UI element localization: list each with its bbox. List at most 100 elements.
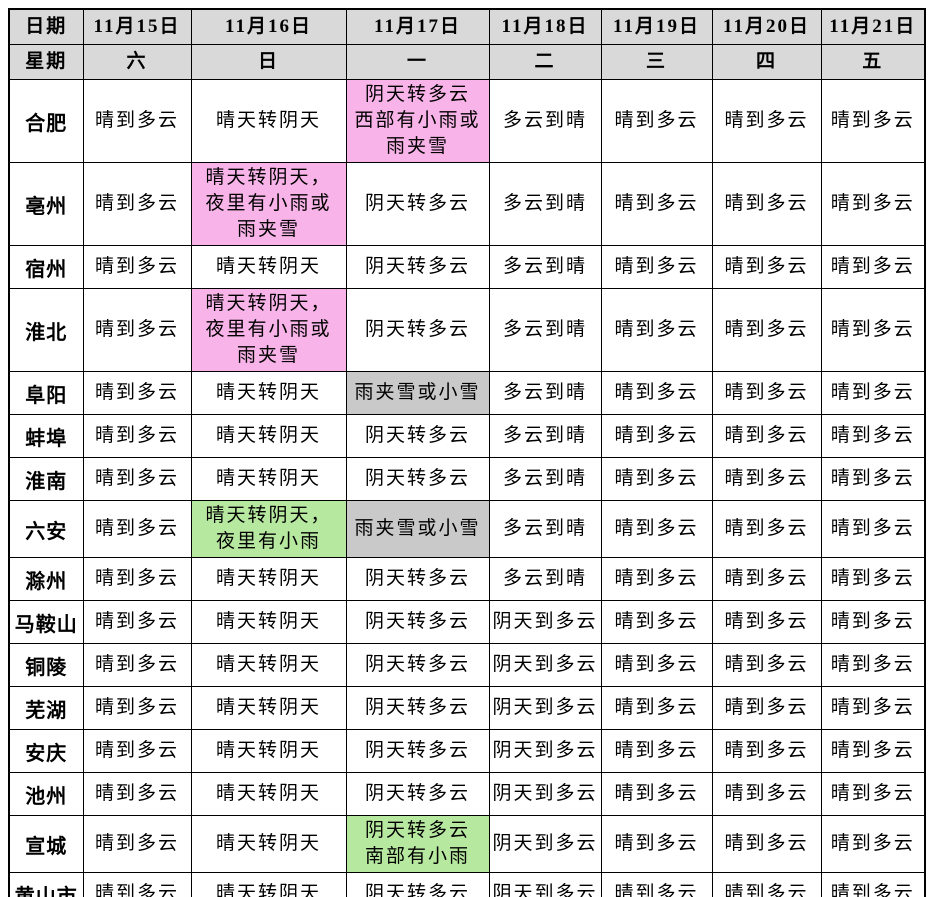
forecast-cell: 阴天转多云 [345, 414, 490, 458]
city-name-cell: 蚌埠 [8, 414, 84, 458]
forecast-cell: 晴到多云 [820, 643, 926, 687]
city-name-cell: 淮北 [8, 288, 84, 372]
forecast-cell: 晴到多云 [82, 288, 192, 372]
date-header-cell: 11月15日 [82, 8, 192, 45]
forecast-cell: 晴到多云 [600, 815, 713, 873]
forecast-cell: 阴天到多云 [488, 643, 602, 687]
forecast-cell: 阴天到多云 [488, 729, 602, 773]
forecast-cell: 晴到多云 [711, 872, 822, 897]
forecast-cell: 晴到多云 [82, 371, 192, 415]
forecast-cell: 晴到多云 [820, 686, 926, 730]
forecast-cell: 晴到多云 [711, 162, 822, 246]
forecast-cell: 晴天转阴天 [190, 79, 347, 163]
forecast-cell: 晴到多云 [600, 772, 713, 816]
forecast-cell: 阴天转多云 [345, 557, 490, 601]
forecast-cell: 晴到多云 [600, 600, 713, 644]
forecast-cell: 阴天转多云 [345, 457, 490, 501]
forecast-cell: 晴到多云 [711, 815, 822, 873]
forecast-cell: 晴到多云 [820, 457, 926, 501]
date-header-cell: 11月19日 [600, 8, 713, 45]
city-name-cell: 黄山市 [8, 872, 84, 897]
forecast-cell: 晴到多云 [711, 457, 822, 501]
weather-row: 亳州 晴到多云 晴天转阴天， 夜里有小雨或 雨夹雪 阴天转多云 多云到晴 晴到多云 晴到多云… [8, 162, 926, 246]
weather-forecast-table: 日期 11月15日 11月16日 11月17日 11月18日 11月19日 11月20日 1… [8, 8, 926, 897]
city-name-cell: 铜陵 [8, 643, 84, 687]
weather-row: 马鞍山 晴到多云 晴天转阴天 阴天转多云 阴天到多云 晴到多云 晴到多云 晴到多云 [8, 600, 926, 644]
date-header-cell: 11月18日 [488, 8, 602, 45]
forecast-cell: 晴到多云 [82, 79, 192, 163]
forecast-cell: 阴天转多云 [345, 245, 490, 289]
forecast-cell: 晴到多云 [711, 600, 822, 644]
forecast-cell: 晴天转阴天 [190, 457, 347, 501]
forecast-cell: 阴天转多云 [345, 729, 490, 773]
forecast-cell: 多云到晴 [488, 288, 602, 372]
city-name-cell: 合肥 [8, 79, 84, 163]
forecast-cell: 晴到多云 [600, 686, 713, 730]
forecast-cell: 阴天转多云 [345, 872, 490, 897]
weekday-header-cell: 五 [820, 44, 926, 80]
date-header-cell: 11月16日 [190, 8, 347, 45]
forecast-cell: 晴到多云 [711, 729, 822, 773]
weekday-header-cell: 一 [345, 44, 490, 80]
forecast-cell: 晴到多云 [82, 772, 192, 816]
forecast-cell: 晴天转阴天 [190, 643, 347, 687]
weekday-header-row: 星期 六日一二三四五 [8, 44, 926, 80]
forecast-cell: 晴到多云 [820, 815, 926, 873]
city-name-cell: 淮南 [8, 457, 84, 501]
weather-row: 滁州 晴到多云 晴天转阴天 阴天转多云 多云到晴 晴到多云 晴到多云 晴到多云 [8, 557, 926, 601]
forecast-cell: 晴到多云 [600, 872, 713, 897]
weather-row: 淮南 晴到多云 晴天转阴天 阴天转多云 多云到晴 晴到多云 晴到多云 晴到多云 [8, 457, 926, 501]
date-header-cell: 11月21日 [820, 8, 926, 45]
forecast-cell: 晴天转阴天 [190, 600, 347, 644]
forecast-cell: 晴到多云 [820, 600, 926, 644]
forecast-cell: 晴到多云 [82, 729, 192, 773]
city-name-cell: 阜阳 [8, 371, 84, 415]
weather-row: 蚌埠 晴到多云 晴天转阴天 阴天转多云 多云到晴 晴到多云 晴到多云 晴到多云 [8, 414, 926, 458]
city-name-cell: 安庆 [8, 729, 84, 773]
date-header-label: 日期 [8, 8, 84, 45]
forecast-cell: 晴到多云 [711, 288, 822, 372]
forecast-cell: 多云到晴 [488, 557, 602, 601]
forecast-cell: 晴天转阴天 [190, 245, 347, 289]
weather-row: 淮北 晴到多云 晴天转阴天， 夜里有小雨或 雨夹雪 阴天转多云 多云到晴 晴到多云 晴到多云… [8, 288, 926, 372]
forecast-cell: 晴到多云 [820, 288, 926, 372]
forecast-cell: 晴天转阴天， 夜里有小雨或 雨夹雪 [190, 288, 347, 372]
forecast-cell: 晴天转阴天 [190, 557, 347, 601]
city-name-cell: 池州 [8, 772, 84, 816]
forecast-cell: 晴到多云 [820, 162, 926, 246]
city-name-cell: 宣城 [8, 815, 84, 873]
forecast-cell: 晴到多云 [820, 79, 926, 163]
forecast-cell: 阴天转多云 [345, 288, 490, 372]
forecast-cell: 晴到多云 [820, 772, 926, 816]
forecast-cell: 晴到多云 [82, 643, 192, 687]
forecast-cell: 阴天转多云 [345, 686, 490, 730]
weather-row: 池州 晴到多云 晴天转阴天 阴天转多云 阴天到多云 晴到多云 晴到多云 晴到多云 [8, 772, 926, 816]
weather-row: 宣城 晴到多云 晴天转阴天 阴天转多云 南部有小雨 阴天到多云 晴到多云 晴到多云 晴到多云 [8, 815, 926, 873]
weather-row: 安庆 晴到多云 晴天转阴天 阴天转多云 阴天到多云 晴到多云 晴到多云 晴到多云 [8, 729, 926, 773]
forecast-cell: 晴到多云 [600, 245, 713, 289]
forecast-cell: 晴到多云 [711, 557, 822, 601]
table-body: 合肥 晴到多云 晴天转阴天 阴天转多云 西部有小雨或 雨夹雪 多云到晴 晴到多云 晴到多云晴… [8, 79, 926, 897]
forecast-cell: 晴到多云 [82, 414, 192, 458]
forecast-cell: 阴天转多云 [345, 643, 490, 687]
forecast-cell: 阴天到多云 [488, 815, 602, 873]
weekday-header-cell: 四 [711, 44, 822, 80]
weekday-header-cell: 二 [488, 44, 602, 80]
forecast-cell: 晴天转阴天 [190, 371, 347, 415]
forecast-cell: 阴天到多云 [488, 686, 602, 730]
forecast-cell: 晴到多云 [82, 457, 192, 501]
table-header: 日期 11月15日 11月16日 11月17日 11月18日 11月19日 11月20日 1… [8, 8, 926, 80]
weekday-header-label: 星期 [8, 44, 84, 80]
date-header-cell: 11月17日 [345, 8, 490, 45]
forecast-cell: 多云到晴 [488, 414, 602, 458]
forecast-cell: 晴到多云 [711, 643, 822, 687]
forecast-cell: 晴到多云 [600, 500, 713, 558]
weather-row: 阜阳 晴到多云 晴天转阴天 雨夹雪或小雪 多云到晴 晴到多云 晴到多云 晴到多云 [8, 371, 926, 415]
date-header-cell: 11月20日 [711, 8, 822, 45]
weather-row: 合肥 晴到多云 晴天转阴天 阴天转多云 西部有小雨或 雨夹雪 多云到晴 晴到多云 晴到多云晴… [8, 79, 926, 163]
forecast-cell: 晴到多云 [820, 729, 926, 773]
forecast-cell: 雨夹雪或小雪 [345, 371, 490, 415]
forecast-cell: 阴天转多云 [345, 772, 490, 816]
forecast-cell: 晴到多云 [82, 162, 192, 246]
